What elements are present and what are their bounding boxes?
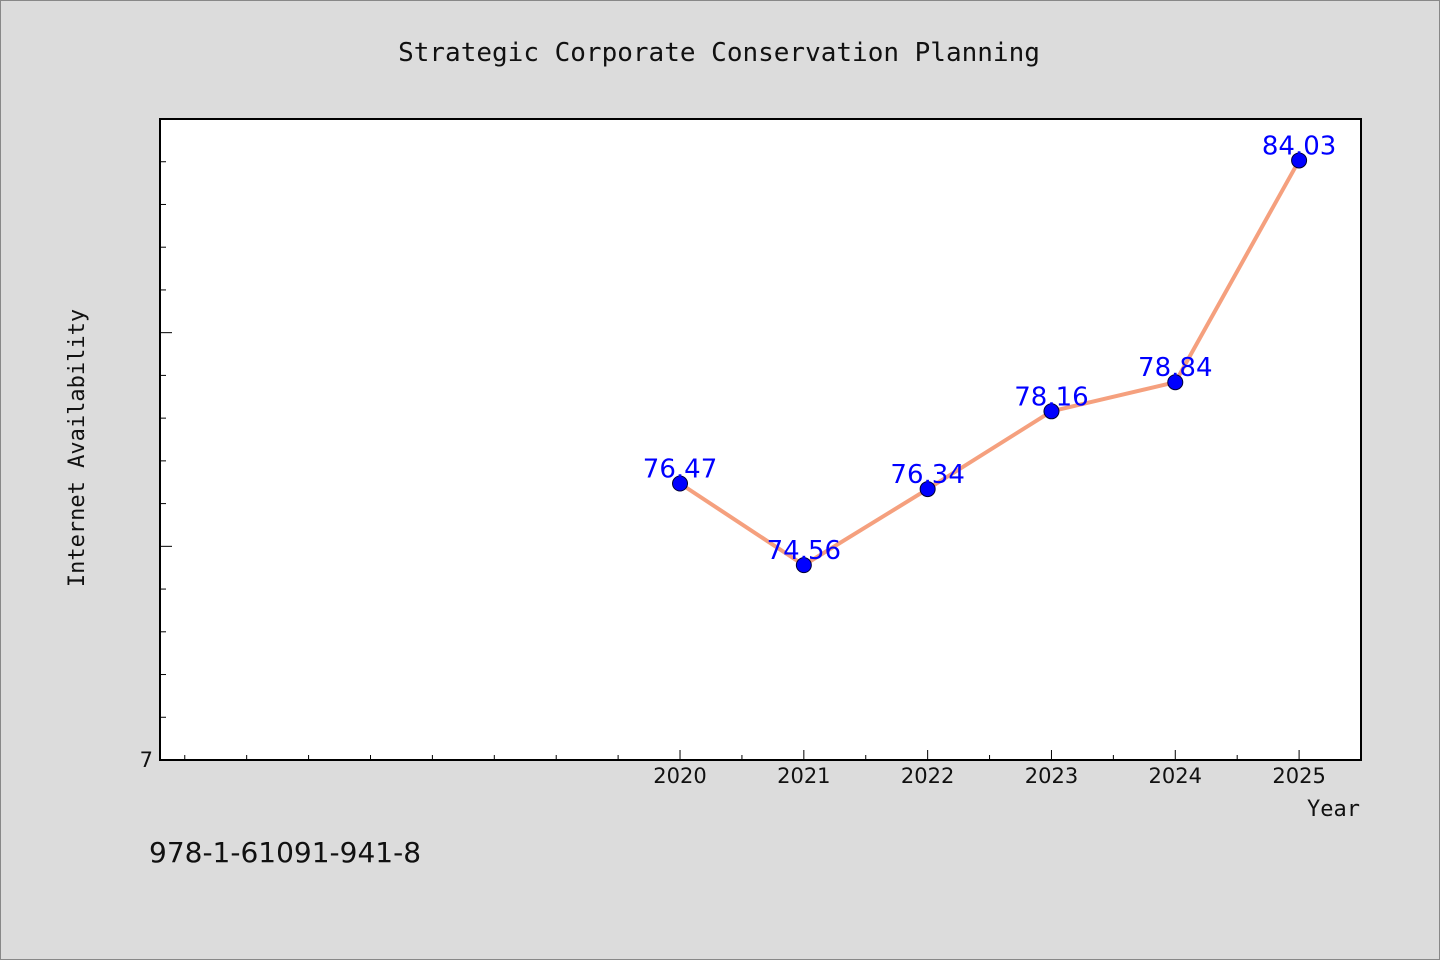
x-tick-label: 2025 [1272,764,1325,788]
x-tick-label: 2020 [653,764,706,788]
y-axis-label: Internet Availability [65,309,90,587]
data-label: 76.47 [643,455,717,485]
y-tick-label: 7 [140,748,153,772]
x-axis-label: Year [1307,797,1360,822]
data-point [672,475,689,492]
data-labels: 76.47 74.56 76.34 78.16 78.84 84.03 [643,131,1337,566]
data-point [919,481,936,498]
x-tick-label: 2023 [1025,764,1078,788]
plot-frame [159,118,1362,761]
chart-title: Strategic Corporate Conservation Plannin… [398,38,1040,68]
data-point [1167,374,1184,391]
x-tick-label: 2021 [777,764,830,788]
data-point [1043,403,1060,420]
plot-area [160,119,1361,760]
data-label: 84.03 [1262,131,1336,161]
data-points [672,152,1308,574]
data-label: 76.34 [890,460,964,490]
series-line [678,158,1302,568]
data-point [795,557,812,574]
isbn-text: 978-1-61091-941-8 [149,836,421,869]
data-point [1291,152,1308,169]
data-label: 78.16 [1014,382,1088,412]
data-label: 74.56 [767,536,841,566]
x-tick-label: 2022 [901,764,954,788]
x-tick-label: 2024 [1149,764,1202,788]
data-label: 78.84 [1138,353,1212,383]
y-tick-labels: 7 [140,748,153,772]
x-tick-labels: 2020 2021 2022 2023 2024 2025 [653,764,1326,788]
